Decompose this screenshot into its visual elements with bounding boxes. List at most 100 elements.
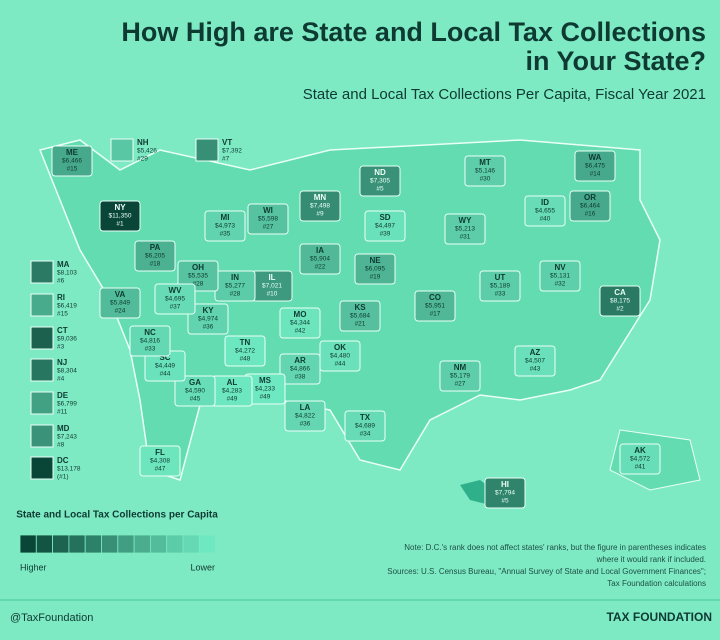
state-abbr: MS [259,376,272,385]
state-rank: #42 [295,328,306,335]
state-tile [479,270,521,302]
state-abbr: NV [554,263,566,272]
legend-step [198,534,217,554]
state-rank: #40 [540,216,551,223]
footer-brand: TAX FOUNDATION [606,610,712,624]
state-abbr: VT [222,138,232,147]
state-abbr: SD [379,213,390,222]
state-swatch [30,358,54,382]
state-rank: #38 [295,374,306,381]
state-rank: #36 [203,324,214,331]
state-value: $4,974 [198,316,218,323]
state-abbr: NJ [57,358,67,367]
state-abbr: MT [479,158,491,167]
state-abbr: CT [57,326,68,335]
state-value: $4,344 [290,320,310,327]
state-tile [444,213,486,245]
state-value: $5,598 [258,216,278,223]
state-layer: WA$6,475#14 OR$6,464#16 CA$8,175#2 NV$5,131… [30,138,661,509]
state-abbr: SC [159,353,170,362]
state-abbr: MN [314,193,327,202]
legend-step [35,534,53,554]
state-tile [464,155,506,187]
legend-step [117,534,135,554]
state-rank: #8 [57,442,65,449]
state-value: $4,655 [535,208,555,215]
state-tile [187,303,229,335]
state-rank: #27 [455,381,466,388]
state-value: $4,689 [355,423,375,430]
state-abbr: NE [369,256,381,265]
state-rank: #33 [145,346,156,353]
state-rank: #21 [355,321,366,328]
state-rank: #33 [495,291,506,298]
state-value: $6,466 [62,158,82,165]
state-abbr: AK [634,446,646,455]
state-rank: #45 [190,396,201,403]
state-value: $5,904 [310,256,330,263]
note-1: Note: D.C.'s rank does not affect states… [404,543,706,552]
state-value: $4,233 [255,386,275,393]
state-value: $4,973 [215,223,235,230]
legend-title: State and Local Tax Collections per Capi… [16,510,218,521]
state-rank: #9 [316,211,324,218]
state-rank: #11 [57,409,68,416]
legend-step [182,534,200,554]
state-abbr: CA [614,288,626,297]
state-abbr: MD [57,424,70,433]
state-tile [129,325,171,357]
state-rank: #29 [137,156,148,163]
state-abbr: PA [150,243,161,252]
state-tile [599,285,641,317]
state-tile [299,190,341,222]
state-abbr: ND [374,168,386,177]
state-value: $7,243 [57,434,77,441]
legend-step [166,534,184,554]
state-abbr: UT [495,273,506,282]
state-tile [344,410,386,442]
state-value: $5,213 [455,226,475,233]
state-rank: #49 [227,396,238,403]
state-abbr: NC [144,328,156,337]
state-rank: #15 [67,166,78,173]
state-rank: #19 [370,274,381,281]
title-line-2: in Your State? [525,46,706,76]
state-value: $5,277 [225,283,245,290]
state-value: $5,131 [550,273,570,280]
state-value: $5,189 [490,283,510,290]
state-tile [154,283,196,315]
state-abbr: VA [115,290,126,299]
state-rank: #47 [155,466,166,473]
state-tile [134,240,176,272]
state-value: $4,283 [222,388,242,395]
state-value: $4,816 [140,338,160,345]
legend-low: Lower [190,562,215,572]
state-tile [619,443,661,475]
state-rank: #28 [230,291,241,298]
state-abbr: HI [501,480,509,489]
state-swatch [30,293,54,317]
state-abbr: DE [57,391,69,400]
state-value: $4,866 [290,366,310,373]
state-swatch [195,138,219,162]
state-rank: #15 [57,311,68,318]
state-value: $9,036 [57,336,77,343]
state-abbr: FL [155,448,165,457]
state-value: $5,179 [450,373,470,380]
footer-handle: @TaxFoundation [10,612,93,624]
state-value: $6,464 [580,203,600,210]
note-4: Tax Foundation calculations [607,579,706,588]
state-value: $8,103 [57,270,77,277]
state-value: $8,304 [57,368,77,375]
state-value: $5,684 [350,313,370,320]
state-value: $7,021 [262,283,282,290]
state-value: $5,426 [137,148,157,155]
state-abbr: TX [360,413,371,422]
legend-step [68,534,86,554]
state-swatch [30,456,54,480]
state-rank: #4 [57,376,65,383]
state-tile [99,200,141,232]
state-abbr: NH [137,138,149,147]
state-value: $4,308 [150,458,170,465]
state-abbr: NY [114,203,126,212]
